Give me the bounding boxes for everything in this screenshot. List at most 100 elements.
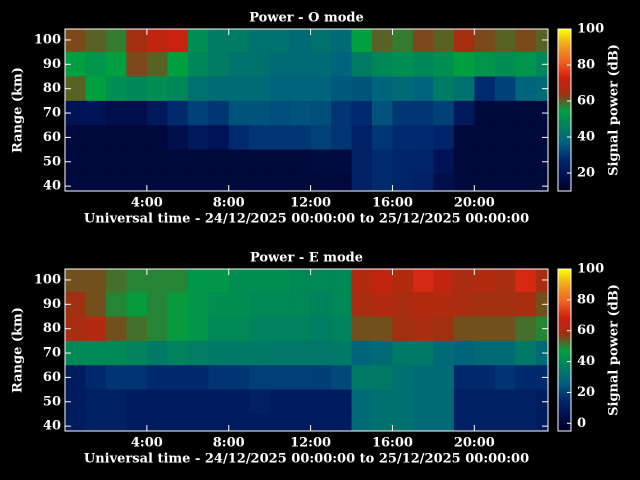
colorbar-segment	[558, 99, 571, 103]
colorbar-segment	[558, 364, 571, 367]
colorbar-segment	[558, 277, 571, 280]
heat-cell	[331, 52, 352, 77]
heat-cell	[331, 413, 352, 432]
colorbar-segment	[558, 73, 571, 76]
heat-cell	[249, 365, 270, 390]
colorbar-segment	[558, 152, 571, 155]
heat-cell	[269, 52, 291, 77]
colorbar-segment	[558, 89, 571, 93]
heat-cell	[249, 316, 270, 342]
heat-cell	[351, 292, 373, 317]
heat-cell	[65, 149, 86, 175]
heat-cell	[105, 76, 127, 102]
heat-cell	[208, 173, 230, 192]
heat-cell	[105, 365, 127, 390]
heat-cell	[310, 269, 332, 293]
heat-cell	[433, 52, 455, 77]
plot-frame	[64, 268, 549, 432]
heat-cell	[331, 173, 352, 192]
heat-cell	[65, 173, 86, 192]
heat-cell	[187, 125, 209, 150]
colorbar-segment	[558, 130, 571, 133]
heat-cell	[310, 52, 332, 77]
heat-cell	[249, 389, 270, 415]
colorbar-segment	[558, 184, 571, 188]
heat-cell	[126, 173, 148, 192]
colorbar-segment	[558, 269, 571, 272]
colorbar-segment	[558, 418, 571, 422]
heat-cell	[167, 269, 189, 293]
colorbar-segment	[558, 33, 571, 36]
heat-cell	[371, 365, 393, 390]
heat-cell	[126, 76, 148, 102]
colorbar-segment	[558, 301, 571, 304]
heat-cell	[65, 413, 86, 432]
heat-cell	[494, 413, 516, 432]
heat-cell	[331, 76, 352, 102]
heat-cell	[167, 316, 189, 342]
heat-cell	[412, 292, 434, 317]
heat-cell	[494, 340, 516, 366]
colorbar-segment	[558, 362, 571, 365]
colorbar-segment	[558, 170, 571, 174]
colorbar-segment	[558, 140, 571, 143]
colorbar-segment	[558, 400, 571, 403]
heat-cell	[453, 292, 475, 317]
heat-cell	[249, 413, 270, 432]
x-tick-label: 20:00	[454, 436, 495, 451]
heat-cell	[515, 29, 537, 53]
heat-cell	[105, 149, 127, 175]
colorbar-segment	[558, 134, 571, 137]
heat-cell	[453, 413, 475, 432]
heat-cell	[167, 100, 189, 126]
colorbar-segment	[558, 35, 571, 38]
colorbar-segment	[558, 93, 571, 97]
heat-cell	[331, 340, 352, 366]
colorbar-segment	[558, 404, 571, 407]
heat-cell	[249, 149, 270, 175]
heat-cell	[208, 149, 230, 175]
heat-cell	[412, 389, 434, 415]
heat-cell	[126, 340, 148, 366]
heat-cell	[290, 29, 311, 53]
colorbar-segment	[558, 293, 571, 296]
colorbar-segment	[558, 297, 571, 300]
y-axis-label: Range (km)	[11, 307, 26, 393]
y-tick-label: 90	[43, 57, 61, 72]
x-tick-label: 12:00	[290, 436, 331, 451]
heat-cell	[474, 389, 496, 415]
heat-cell	[208, 340, 230, 366]
heat-cell	[167, 389, 189, 415]
heat-cell	[310, 149, 332, 175]
heat-cell	[269, 292, 291, 317]
heat-cell	[371, 340, 393, 366]
heat-cell	[146, 413, 168, 432]
heat-cell	[494, 269, 516, 293]
colorbar-segment	[558, 142, 571, 145]
colorbar-tick-label: 40	[577, 354, 595, 369]
heat-cell	[146, 29, 168, 53]
colorbar-segment	[558, 402, 571, 405]
heat-cell	[433, 29, 455, 53]
colorbar-segment	[558, 166, 571, 170]
colorbar-segment	[558, 422, 571, 426]
heat-cell	[146, 125, 168, 150]
heat-cell	[208, 365, 230, 390]
heat-cell	[85, 292, 107, 317]
colorbar-segment	[558, 372, 571, 375]
heat-cell	[187, 173, 209, 192]
colorbar-tick-label: 60	[577, 323, 595, 338]
x-tick-label: 12:00	[290, 196, 331, 211]
heat-cell	[515, 389, 537, 415]
heat-cell	[146, 292, 168, 317]
heat-cell	[474, 413, 496, 432]
heat-cell	[392, 269, 414, 293]
heat-cell	[269, 76, 291, 102]
heat-cell	[105, 52, 127, 77]
heat-cell	[494, 149, 516, 175]
colorbar-segment	[558, 384, 571, 387]
colorbar-segment	[558, 176, 571, 180]
heat-cell	[515, 76, 537, 102]
colorbar-segment	[558, 103, 571, 107]
colorbar-segment	[558, 110, 571, 113]
